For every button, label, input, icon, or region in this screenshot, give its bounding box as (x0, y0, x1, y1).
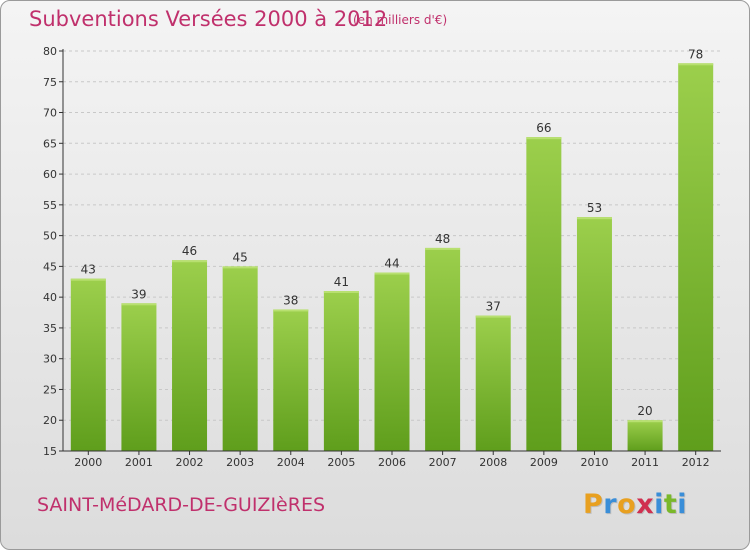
y-tick-label: 80 (43, 45, 57, 58)
y-tick-label: 15 (43, 445, 57, 458)
x-tick-label: 2012 (682, 456, 710, 469)
x-tick-label: 2011 (631, 456, 659, 469)
bar (475, 315, 511, 451)
data-label: 20 (637, 404, 652, 418)
data-label: 48 (435, 232, 450, 246)
bar (678, 63, 714, 452)
data-label: 45 (233, 250, 248, 264)
bar (222, 266, 258, 451)
bar-highlight (172, 260, 208, 263)
data-label: 78 (688, 47, 703, 61)
y-tick-label: 20 (43, 414, 57, 427)
x-tick-label: 2007 (429, 456, 457, 469)
chart-title: Subventions Versées 2000 à 2012 (29, 7, 388, 31)
x-tick-label: 2002 (176, 456, 204, 469)
data-label: 43 (81, 263, 96, 277)
commune-name: SAINT-MéDARD-DE-GUIZIèRES (37, 494, 326, 516)
y-tick-label: 30 (43, 353, 57, 366)
logo-letter: r (603, 489, 618, 520)
y-tick-label: 75 (43, 76, 57, 89)
bar (627, 420, 663, 451)
bar-highlight (323, 291, 359, 293)
x-tick-label: 2008 (479, 456, 507, 469)
x-tick-label: 2004 (277, 456, 305, 469)
x-tick-label: 2003 (226, 456, 254, 469)
y-tick-label: 35 (43, 322, 57, 335)
bar-highlight (678, 63, 714, 66)
y-tick-label: 40 (43, 291, 57, 304)
chart-subtitle: (en milliers d'€) (353, 13, 448, 27)
bar (273, 309, 309, 451)
y-tick-label: 60 (43, 168, 57, 181)
x-tick-label: 2006 (378, 456, 406, 469)
logo-letter: i (654, 489, 664, 520)
x-tick-label: 2001 (125, 456, 153, 469)
logo-letter: o (617, 489, 637, 520)
bar-highlight (222, 266, 258, 269)
data-label: 46 (182, 244, 197, 258)
logo-letter: i (677, 489, 688, 520)
bar (70, 278, 106, 451)
bar-highlight (526, 137, 562, 140)
x-tick-label: 2009 (530, 456, 558, 469)
data-label: 37 (486, 300, 501, 314)
bar-highlight (576, 217, 612, 220)
bar (526, 137, 562, 451)
y-tick-label: 45 (43, 260, 57, 273)
bar-highlight (70, 278, 106, 281)
y-tick-label: 65 (43, 137, 57, 150)
bar (121, 303, 157, 451)
logo-letter: x (636, 489, 655, 520)
bar (576, 217, 612, 451)
y-tick-label: 25 (43, 383, 57, 396)
bar (374, 272, 410, 451)
y-tick-label: 50 (43, 230, 57, 243)
bar-highlight (374, 272, 410, 275)
x-tick-label: 2010 (580, 456, 608, 469)
logo-letter: t (663, 489, 678, 520)
labels: 15 20 25 30 35 40 45 50 55 60 65 70 75 80 43 2000 39 2001… (43, 45, 710, 469)
data-label: 53 (587, 201, 602, 215)
y-tick-label: 70 (43, 107, 57, 120)
proxiti-logo: Proxiti (583, 489, 687, 520)
data-label: 38 (283, 293, 298, 307)
x-tick-label: 2000 (74, 456, 102, 469)
bar (172, 260, 208, 451)
bar-highlight (121, 303, 157, 306)
data-label: 39 (131, 287, 146, 301)
data-label: 66 (536, 121, 551, 135)
bar-highlight (273, 309, 309, 312)
y-tick-label: 55 (43, 199, 57, 212)
bar-highlight (627, 420, 663, 423)
bars (70, 63, 714, 452)
bar (425, 247, 461, 451)
bar-highlight (475, 315, 511, 318)
data-label: 44 (384, 257, 399, 271)
x-tick-label: 2005 (327, 456, 355, 469)
bar-highlight (425, 247, 461, 250)
logo-letter: P (583, 489, 604, 520)
axes (59, 49, 721, 455)
data-label: 41 (334, 275, 349, 289)
bar (323, 291, 359, 451)
